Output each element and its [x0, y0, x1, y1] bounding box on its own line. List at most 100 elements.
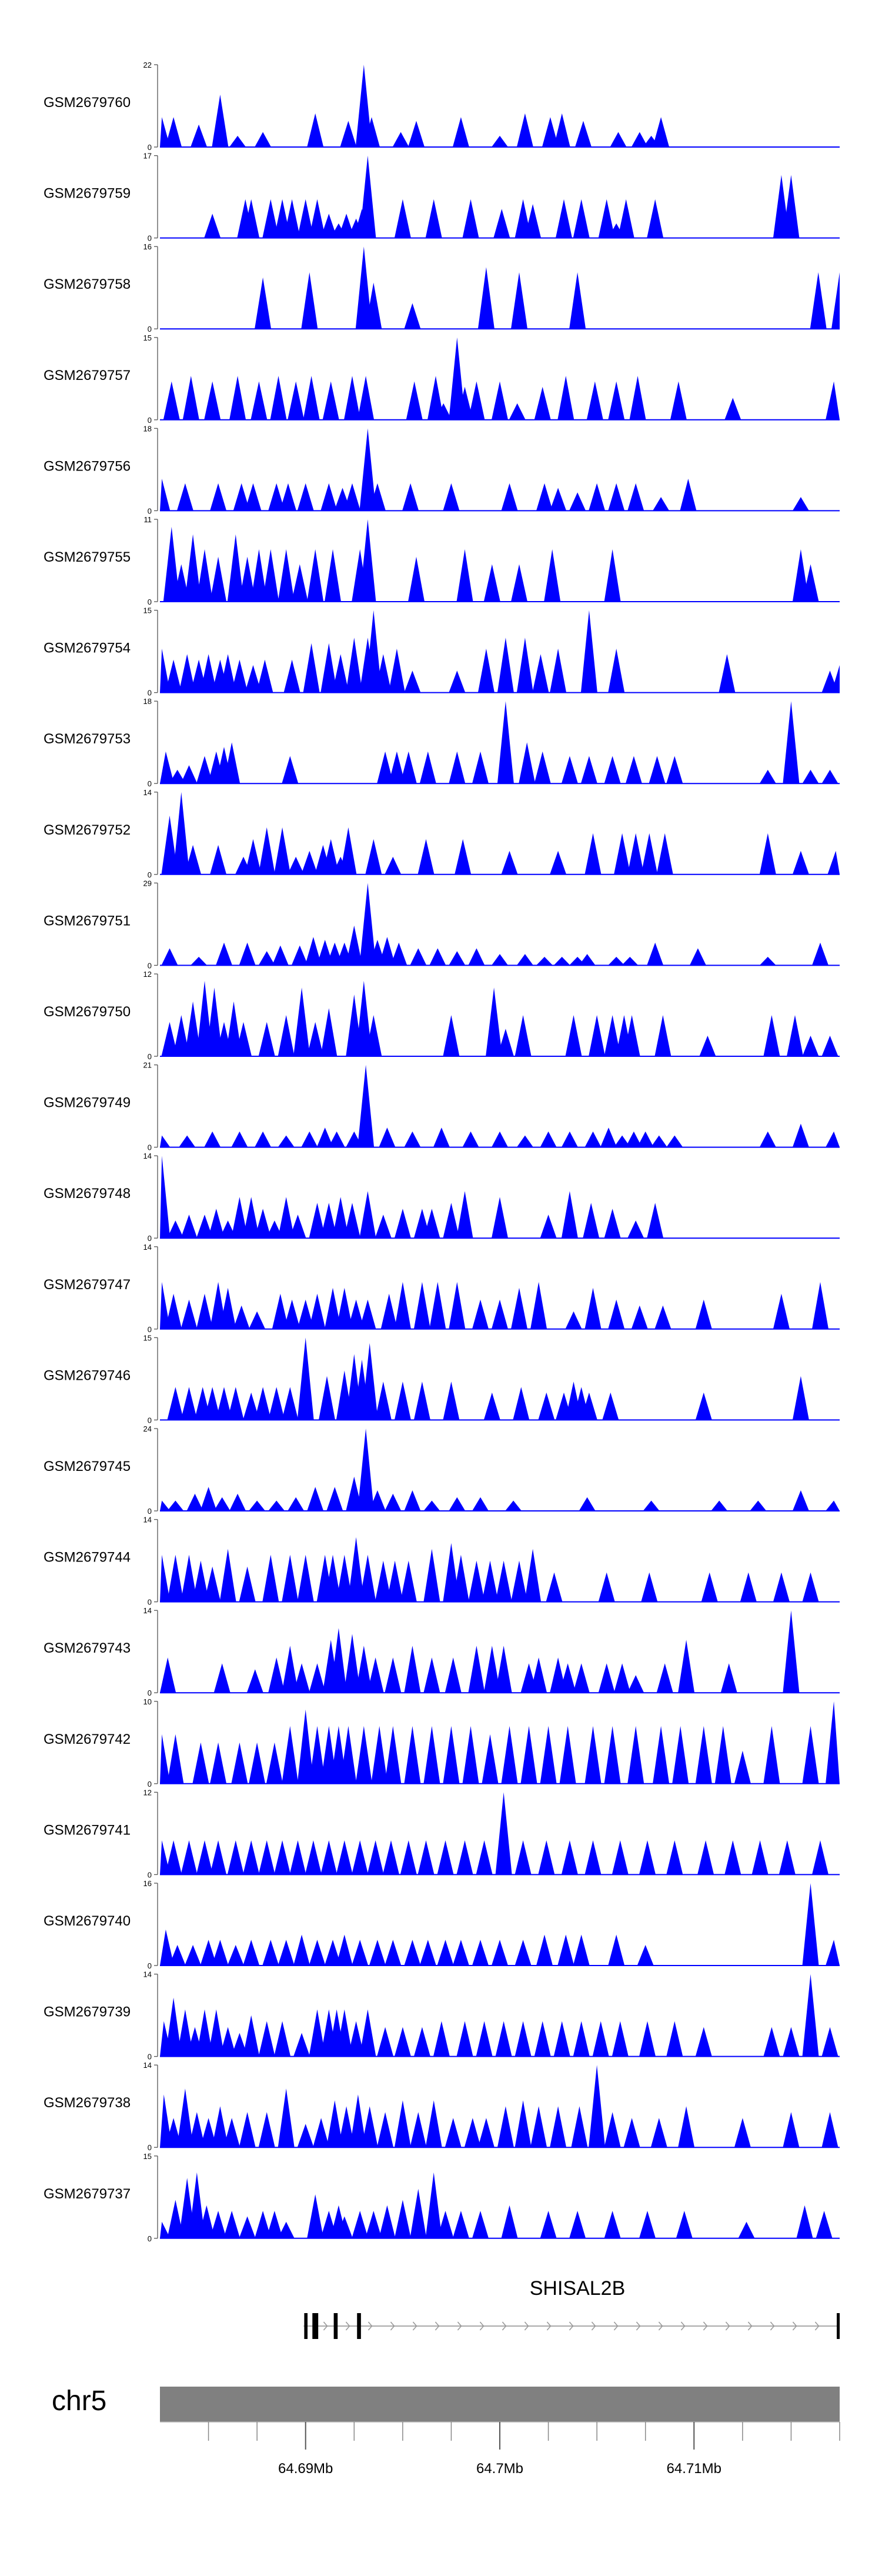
signal-peak — [258, 951, 275, 966]
signal-peak — [212, 94, 229, 147]
signal-peak — [262, 199, 279, 238]
signal-peak — [210, 483, 227, 511]
signal-peak — [167, 1500, 184, 1511]
signal-peak — [227, 1387, 244, 1420]
signal-peak — [497, 638, 514, 693]
signal-peak — [204, 1131, 221, 1147]
signal-peak — [497, 1029, 514, 1056]
signal-peak — [637, 1945, 654, 1966]
signal-peak — [196, 1840, 213, 1875]
signal-peak — [359, 1299, 376, 1329]
signal-peak — [344, 376, 360, 420]
signal-peak — [826, 1131, 840, 1147]
signal-peak — [625, 1131, 642, 1147]
y-axis-zero-label: 0 — [148, 325, 152, 333]
track-label: GSM2679739 — [44, 2004, 131, 2020]
y-axis-zero-label: 0 — [148, 2234, 152, 2243]
signal-peak — [305, 937, 322, 966]
signal-peak — [278, 2221, 295, 2238]
signal-peak — [316, 1127, 333, 1147]
signal-peak — [495, 1560, 512, 1602]
signal-peak — [223, 742, 240, 784]
signal-peak — [540, 2211, 557, 2238]
signal-peak — [169, 1945, 186, 1966]
signal-peak — [325, 549, 341, 602]
signal-peak — [637, 1131, 654, 1147]
track-GSM2679757: GSM2679757 15 0 — [44, 333, 840, 425]
signal-peak — [580, 610, 597, 693]
signal-peak — [255, 277, 272, 329]
y-axis-zero-label: 0 — [148, 1234, 152, 1243]
signal-peak — [291, 564, 308, 602]
signal-peak — [542, 117, 559, 147]
signal-peak — [532, 654, 549, 693]
signal-peak — [385, 856, 402, 875]
signal-peak — [802, 564, 819, 602]
y-axis-max-label: 24 — [143, 1424, 152, 1433]
signal-peak — [492, 1197, 508, 1239]
track-label: GSM2679758 — [44, 276, 131, 292]
signal-peak — [514, 2100, 532, 2148]
signal-peak — [400, 1560, 417, 1602]
signal-peak — [249, 1500, 266, 1511]
signal-peak — [812, 1840, 828, 1875]
signal-peak — [656, 1663, 673, 1693]
signal-peak — [614, 833, 631, 875]
signal-peak — [738, 2221, 755, 2238]
signal-peak — [629, 376, 646, 420]
signal-peak — [301, 850, 318, 875]
signal-peak — [462, 199, 479, 238]
signal-peak — [423, 1657, 440, 1693]
signal-peak — [530, 1282, 547, 1329]
signal-peak — [358, 1429, 375, 1511]
track-label: GSM2679755 — [44, 549, 131, 565]
strand-arrow — [546, 2321, 552, 2331]
signal-peak — [779, 1840, 796, 1875]
signal-peak — [173, 1015, 190, 1056]
signal-peak — [404, 1940, 421, 1966]
signal-peak — [188, 2172, 205, 2238]
signal-peak — [359, 428, 376, 511]
signal-peak — [689, 948, 706, 966]
signal-peak — [666, 1840, 683, 1875]
signal-peak — [249, 1742, 266, 1784]
signal-peak — [278, 1940, 295, 1966]
signal-peak — [604, 1726, 621, 1784]
signal-peak — [492, 381, 508, 420]
signal-peak — [161, 1022, 178, 1056]
signal-peak — [160, 648, 171, 693]
signal-peak — [802, 1726, 819, 1784]
signal-peak — [394, 1382, 411, 1420]
signal-peak — [255, 1131, 272, 1147]
signal-peak — [656, 833, 673, 875]
track-GSM2679740: GSM2679740 16 0 — [44, 1879, 840, 1970]
signal-peak — [191, 956, 208, 966]
signal-peak — [536, 483, 553, 511]
signal-peak — [320, 483, 338, 511]
signal-peak — [375, 654, 392, 693]
signal-peak — [358, 1065, 375, 1147]
signal-peak — [589, 483, 606, 511]
signal-peak — [313, 2118, 330, 2148]
signal-peak — [561, 1131, 578, 1147]
signal-peak — [678, 1640, 695, 1693]
signal-peak — [379, 937, 396, 966]
signal-peak — [404, 1131, 421, 1147]
signal-peak — [231, 1131, 248, 1147]
signal-peak — [792, 1123, 809, 1147]
signal-peak — [297, 483, 314, 511]
signal-peak — [472, 1940, 489, 1966]
signal-peak — [647, 942, 664, 966]
y-axis-max-label: 14 — [143, 1970, 152, 1979]
signal-peak — [759, 769, 776, 784]
signal-peak — [650, 2118, 667, 2148]
signal-peak — [369, 483, 386, 511]
signal-peak — [344, 1634, 360, 1693]
signal-peak — [627, 1726, 644, 1784]
signal-peak — [169, 769, 186, 784]
signal-peak — [243, 199, 260, 238]
signal-peak — [610, 132, 627, 147]
signal-peak — [546, 1572, 563, 1602]
signal-peak — [561, 1840, 578, 1875]
